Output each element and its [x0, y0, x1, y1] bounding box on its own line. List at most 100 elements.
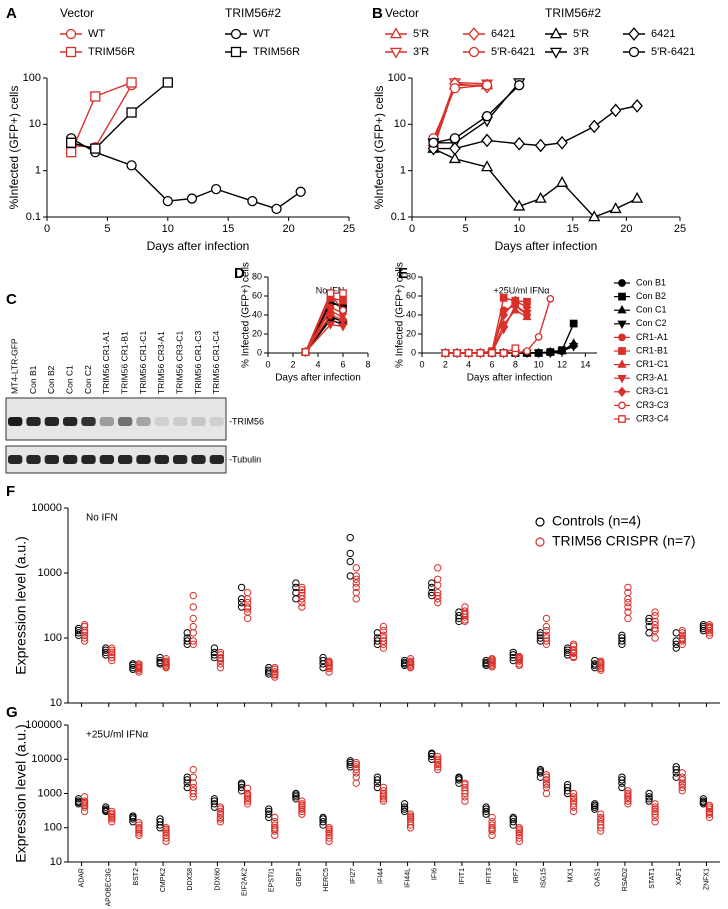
legend-label: Con B1: [636, 277, 666, 287]
legend-marker: [535, 537, 545, 547]
dot: [135, 663, 143, 672]
y-tick-label: 20: [252, 328, 262, 338]
y-tick-label: 80: [252, 271, 262, 281]
dot: [651, 608, 659, 616]
dot: [645, 629, 653, 637]
dot: [569, 640, 578, 648]
legend-label: Con C1: [636, 305, 667, 315]
x-tick-label: 2: [290, 359, 295, 369]
marker: [499, 294, 508, 302]
y-tick-label: 10: [50, 697, 62, 709]
dot: [243, 603, 252, 611]
panel-letter: E: [398, 265, 408, 282]
blot-band: [63, 455, 78, 464]
dot: [271, 825, 279, 834]
dot: [129, 812, 137, 820]
blot-band: [209, 417, 224, 426]
legend-label: 5'R-6421: [491, 46, 535, 58]
blot-band: [118, 455, 133, 464]
x-tick-label: 10: [513, 223, 525, 235]
dot: [352, 572, 360, 580]
marker: [588, 119, 601, 134]
dot: [189, 591, 197, 600]
x-tick-label: 4: [315, 359, 320, 369]
dot: [102, 803, 110, 811]
panel-letter: G: [6, 704, 18, 721]
dot: [352, 583, 360, 592]
marker: [569, 343, 579, 352]
dot: [563, 781, 572, 789]
x-tick-label: 5: [463, 223, 469, 235]
y-tick-label: 80: [406, 271, 416, 281]
marker: [514, 80, 525, 91]
dot: [569, 652, 578, 661]
dot: [678, 631, 686, 640]
lane-label: TRIM56 CR3-C1: [174, 330, 184, 394]
dot: [183, 776, 191, 784]
legend-group-title: Vector: [385, 6, 419, 20]
legend-marker: [535, 517, 545, 527]
legend-label: 6421: [651, 28, 675, 40]
dot: [319, 815, 327, 823]
legend-label: WT: [88, 28, 105, 40]
panel-letter: D: [234, 265, 245, 282]
x-tick-label: 15: [222, 223, 234, 235]
dot: [678, 635, 686, 644]
y-tick-label: 10000: [31, 753, 62, 765]
dot: [189, 765, 197, 774]
marker: [453, 349, 461, 357]
marker: [247, 195, 258, 207]
dot: [108, 656, 116, 665]
dot: [542, 637, 551, 645]
marker: [513, 136, 526, 151]
dot: [108, 651, 116, 659]
dot: [651, 800, 659, 808]
marker: [65, 46, 77, 58]
marker: [230, 28, 242, 40]
dot: [189, 773, 197, 781]
dot: [542, 789, 551, 798]
blot-membrane: [5, 397, 227, 441]
marker: [126, 77, 137, 88]
dot: [216, 803, 225, 811]
dot: [162, 829, 170, 837]
x-tick-label: ADAR: [78, 868, 85, 887]
marker: [628, 27, 640, 41]
marker: [66, 147, 77, 158]
dot: [434, 598, 442, 607]
dot: [482, 810, 490, 818]
y-axis-label: Expression level (a.u.): [13, 536, 29, 675]
legend-label: 3'R: [413, 46, 429, 58]
marker: [499, 309, 509, 321]
dot: [515, 653, 523, 662]
marker: [301, 348, 310, 356]
x-tick-label: DDX58: [187, 868, 194, 891]
dot: [156, 821, 164, 829]
x-axis-label: Days after infection: [275, 373, 361, 384]
dot: [189, 779, 197, 787]
marker: [90, 143, 101, 154]
marker: [65, 28, 77, 40]
dot: [108, 648, 116, 657]
dot: [705, 631, 714, 640]
lane-label: MT4-LTR-GFP: [9, 338, 19, 394]
dot: [597, 661, 605, 670]
dot: [618, 783, 626, 792]
dot: [210, 797, 219, 805]
blot-band: [99, 417, 114, 426]
y-tick-label: 100000: [25, 719, 62, 731]
legend-group-title: TRIM56#2: [545, 6, 601, 20]
marker: [295, 186, 306, 197]
dot: [461, 793, 469, 801]
dot: [400, 800, 409, 808]
dot: [80, 807, 89, 816]
dot: [379, 787, 388, 795]
dot: [569, 649, 578, 658]
y-tick-label: 0: [411, 347, 416, 357]
dot: [379, 640, 388, 648]
y-tick-label: 40: [252, 309, 262, 319]
marker: [230, 46, 242, 58]
dot: [298, 586, 306, 594]
marker: [617, 305, 627, 314]
dot: [591, 801, 599, 810]
